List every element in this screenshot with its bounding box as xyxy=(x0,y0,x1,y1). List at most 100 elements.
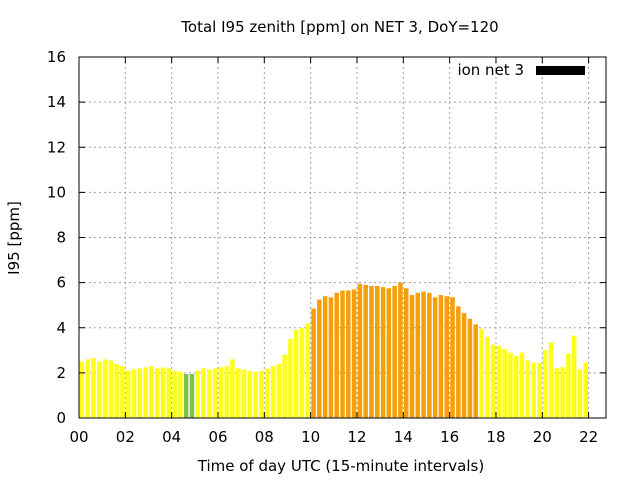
bar xyxy=(403,288,409,418)
bar xyxy=(485,336,490,418)
bar xyxy=(264,368,270,418)
bar xyxy=(479,328,484,418)
legend: ion net 3 xyxy=(457,61,585,79)
y-tick-label: 2 xyxy=(56,364,66,382)
legend-swatch xyxy=(536,66,585,75)
bar xyxy=(189,374,195,418)
bar xyxy=(531,362,536,418)
bar xyxy=(322,296,328,418)
y-tick-label: 14 xyxy=(47,93,66,111)
bar xyxy=(577,369,583,418)
bar xyxy=(166,368,172,418)
bar xyxy=(131,369,137,418)
y-tick-label: 6 xyxy=(56,274,66,292)
bar xyxy=(247,370,253,418)
bar xyxy=(172,370,177,418)
bar xyxy=(224,366,229,418)
bar xyxy=(178,371,183,418)
bar xyxy=(259,370,264,418)
y-axis-label: I95 [ppm] xyxy=(5,201,23,275)
bar xyxy=(299,327,305,418)
bar xyxy=(363,284,368,418)
y-tick-label: 12 xyxy=(47,138,66,156)
bar xyxy=(369,286,374,418)
bar xyxy=(508,352,513,418)
bar xyxy=(253,371,258,418)
bar xyxy=(334,292,339,418)
bar xyxy=(293,330,299,418)
x-tick-label: 02 xyxy=(116,428,135,446)
y-tick-label: 10 xyxy=(47,183,66,201)
x-tick-label: 06 xyxy=(208,428,227,446)
bar xyxy=(456,306,461,418)
bar xyxy=(351,289,357,418)
x-tick-label: 18 xyxy=(486,428,505,446)
bar xyxy=(276,363,282,418)
x-tick-label: 00 xyxy=(69,428,88,446)
bar xyxy=(328,297,334,418)
bar xyxy=(160,367,166,418)
bar xyxy=(427,292,432,418)
bar xyxy=(91,358,96,418)
bar xyxy=(102,359,108,418)
bar xyxy=(317,299,322,418)
bar xyxy=(241,369,247,418)
bar xyxy=(571,335,577,418)
bar xyxy=(207,369,212,418)
x-tick-label: 16 xyxy=(440,428,459,446)
bar xyxy=(97,361,102,418)
bar xyxy=(85,359,90,418)
bar xyxy=(496,345,502,418)
bar xyxy=(195,370,200,418)
bar xyxy=(461,313,467,418)
bar xyxy=(218,367,224,418)
bar xyxy=(421,291,426,418)
x-axis-label: Time of day UTC (15-minute intervals) xyxy=(197,457,484,475)
bar xyxy=(201,368,206,418)
bar xyxy=(519,352,525,418)
bars-layer xyxy=(79,282,588,418)
bar xyxy=(357,283,363,418)
bar xyxy=(125,370,131,418)
bar xyxy=(450,297,455,418)
bar xyxy=(79,361,85,418)
bar xyxy=(270,366,276,418)
bar xyxy=(542,350,548,418)
bar xyxy=(305,323,311,418)
y-tick-label: 4 xyxy=(56,319,66,337)
bar xyxy=(230,359,235,418)
bar xyxy=(467,318,473,418)
bar xyxy=(490,344,496,418)
bar xyxy=(583,362,588,418)
bar xyxy=(386,288,392,418)
bar xyxy=(120,366,125,418)
x-tick-label: 14 xyxy=(394,428,413,446)
bar xyxy=(183,374,189,418)
chart-title: Total I95 zenith [ppm] on NET 3, DoY=120 xyxy=(180,18,498,36)
grid-layer xyxy=(79,57,606,418)
bar xyxy=(374,286,380,418)
bar xyxy=(380,287,386,418)
bar xyxy=(525,360,531,418)
bar xyxy=(432,297,438,418)
bar xyxy=(346,290,351,418)
bar xyxy=(212,368,218,418)
bar xyxy=(409,295,415,418)
bar xyxy=(137,368,143,418)
bar xyxy=(513,355,519,418)
bar xyxy=(566,353,571,418)
bar xyxy=(108,360,114,418)
bar xyxy=(415,292,421,418)
bar xyxy=(392,286,397,418)
bar xyxy=(143,367,148,418)
bar xyxy=(554,368,560,418)
bar xyxy=(502,349,507,418)
x-tick-label: 08 xyxy=(255,428,274,446)
bar xyxy=(340,290,345,418)
bar xyxy=(473,324,478,418)
y-tick-label: 0 xyxy=(56,409,66,427)
bar xyxy=(548,342,554,418)
bar xyxy=(149,366,154,418)
bar xyxy=(288,339,293,418)
